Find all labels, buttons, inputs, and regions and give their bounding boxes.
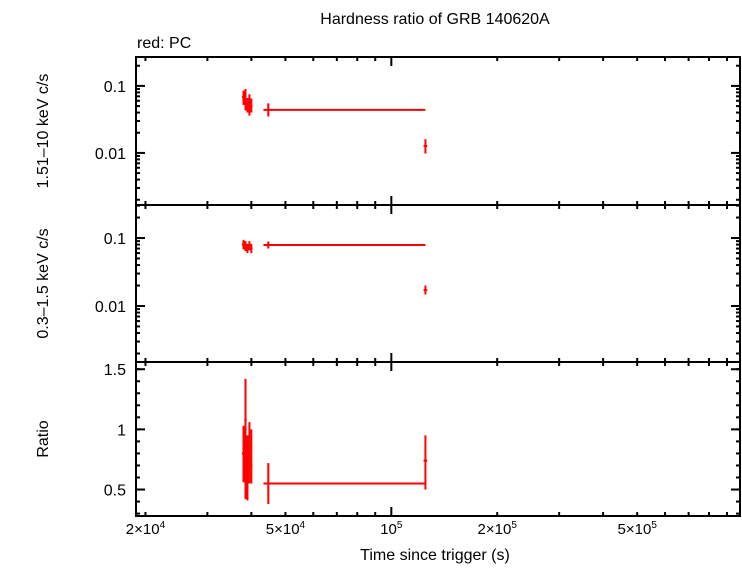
x-tick-label: 2×104: [126, 520, 166, 538]
panel-2: 1.5 1 0.5 Ratio: [35, 361, 741, 517]
data-point: [248, 241, 251, 251]
panel-frame: [135, 204, 741, 363]
data-point: [263, 463, 426, 504]
x-tick-label: 105: [380, 520, 403, 538]
data-point: [248, 422, 251, 484]
data-point: [244, 241, 247, 252]
data-point: [241, 239, 245, 250]
data-point: [241, 425, 245, 483]
data-point: [263, 103, 426, 117]
data-point: [423, 435, 428, 490]
y-tick-label: 0.5: [104, 483, 126, 500]
data-point: [250, 429, 253, 484]
y-tick-label: 1.5: [104, 362, 126, 379]
y-tick-label: 0.01: [95, 146, 126, 163]
x-tick-label: 2×105: [478, 520, 518, 538]
data-point: [241, 90, 245, 105]
chart-subtitle: red: PC: [137, 35, 191, 52]
y-tick-label: 0.1: [104, 231, 126, 248]
data-point: [248, 94, 251, 116]
chart-title: Hardness ratio of GRB 140620A: [320, 11, 550, 28]
y-axis-label: 1.51–10 keV c/s: [35, 74, 52, 189]
panel-frame: [135, 361, 741, 517]
x-axis-label: Time since trigger (s): [360, 547, 510, 564]
data-point: [423, 139, 428, 154]
data-point: [423, 285, 428, 295]
y-axis-label: 0.3–1.5 keV c/s: [35, 228, 52, 338]
data-point: [244, 88, 247, 111]
data-point: [250, 98, 253, 113]
x-tick-label: 5×104: [266, 520, 306, 538]
y-tick-label: 0.1: [104, 79, 126, 96]
y-tick-label: 0.01: [95, 299, 126, 316]
panel-1: 0.1 0.01 0.3–1.5 keV c/s: [35, 204, 741, 363]
data-point: [246, 243, 249, 254]
data-point: [246, 97, 249, 113]
y-axis-label: Ratio: [35, 420, 52, 457]
panel-0: 0.1 0.01 1.51–10 keV c/s: [35, 56, 741, 206]
data-point: [244, 378, 247, 500]
data-point: [263, 241, 426, 249]
data-point: [250, 243, 253, 254]
y-tick-label: 1: [117, 422, 126, 439]
x-tick-label: 5×105: [618, 520, 658, 538]
panel-frame: [135, 56, 741, 206]
data-point: [246, 435, 249, 501]
